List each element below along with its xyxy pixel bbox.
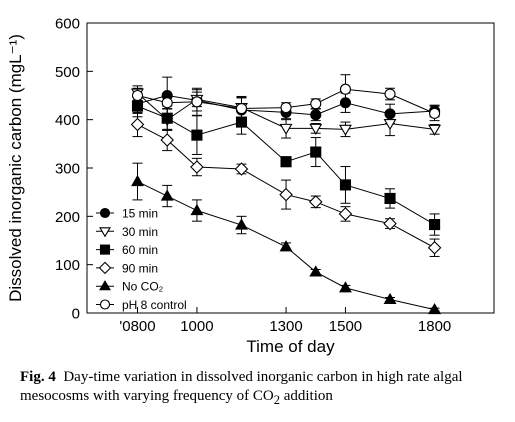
data-point — [160, 133, 174, 147]
y-tick-label: 400 — [55, 112, 80, 129]
data-point — [99, 280, 111, 291]
data-point — [161, 112, 173, 124]
data-point — [235, 218, 248, 230]
legend-label: 15 min — [122, 207, 158, 221]
data-point — [309, 265, 323, 277]
data-point — [99, 244, 111, 255]
data-point — [309, 123, 323, 135]
data-point — [428, 303, 442, 315]
series-3 — [130, 111, 442, 257]
data-point — [279, 187, 293, 202]
caption-subscript: 2 — [273, 393, 280, 407]
y-tick-label: 100 — [55, 257, 80, 274]
data-point — [383, 216, 397, 231]
data-point — [383, 292, 397, 305]
data-point — [310, 146, 322, 158]
caption-label: Fig. 4 — [20, 369, 56, 385]
data-point — [383, 118, 397, 131]
data-point — [339, 83, 352, 95]
caption-text-end: addition — [279, 388, 333, 404]
data-point — [191, 96, 203, 108]
data-point — [190, 160, 204, 174]
dic-line-chart: 0 100 200 300 400 500 600 '0800 1000 1300 1500 180… — [6, 16, 495, 356]
series-layer — [130, 74, 442, 315]
x-tick-label: '0800 — [119, 318, 155, 335]
legend: 15 min 30 min 60 min 90 min No CO₂ pH 8 contr… — [96, 207, 187, 312]
x-tick-label: 1800 — [418, 318, 451, 335]
data-point — [279, 240, 293, 252]
data-point — [310, 109, 322, 121]
data-point — [429, 107, 441, 119]
data-point — [384, 192, 396, 204]
data-point — [99, 207, 111, 219]
data-point — [338, 207, 353, 221]
data-point — [131, 174, 144, 187]
data-point — [98, 261, 112, 275]
series-5 — [131, 74, 441, 122]
data-point — [280, 156, 292, 168]
caption-text: Day-time variation in dissolved inorgani… — [20, 369, 463, 404]
legend-label: pH 8 control — [122, 298, 187, 312]
data-point — [310, 98, 322, 110]
data-point — [234, 162, 249, 176]
data-point — [190, 203, 204, 216]
data-point — [428, 124, 442, 136]
data-point — [99, 299, 111, 310]
data-point — [280, 102, 292, 114]
data-point — [339, 281, 352, 293]
y-tick-label: 200 — [55, 209, 80, 226]
y-axis: 0 100 200 300 400 500 600 — [55, 16, 93, 323]
data-point — [130, 117, 145, 132]
data-point — [308, 195, 323, 209]
data-point — [429, 219, 441, 231]
series-2 — [131, 95, 441, 236]
x-axis-label: Time of day — [246, 337, 335, 356]
data-point — [161, 97, 173, 109]
legend-label: No CO₂ — [122, 280, 164, 294]
data-point — [279, 123, 293, 135]
data-point — [339, 124, 352, 136]
y-tick-label: 0 — [72, 306, 80, 323]
y-axis-label: Dissolved inorganic carbon (mgL⁻¹) — [6, 34, 25, 302]
data-point — [160, 189, 174, 201]
data-point — [99, 227, 111, 238]
data-point — [235, 103, 248, 115]
data-point — [427, 240, 442, 255]
legend-label: 30 min — [122, 225, 158, 239]
y-tick-label: 300 — [55, 161, 80, 178]
x-tick-label: 1000 — [180, 318, 213, 335]
data-point — [131, 89, 144, 102]
series-4 — [131, 162, 442, 315]
legend-label: 90 min — [122, 261, 158, 275]
x-tick-label: 1300 — [269, 318, 302, 335]
data-point — [384, 88, 396, 100]
y-tick-label: 600 — [55, 16, 80, 33]
figure-caption: Fig. 4 Day-time variation in dissolved i… — [20, 368, 500, 410]
x-tick-label: 1500 — [329, 318, 362, 335]
data-point — [339, 179, 352, 191]
legend-label: 60 min — [122, 243, 158, 257]
x-axis: '0800 1000 1300 1500 1800 — [119, 307, 451, 335]
data-point — [191, 129, 203, 141]
y-tick-label: 500 — [55, 64, 80, 81]
